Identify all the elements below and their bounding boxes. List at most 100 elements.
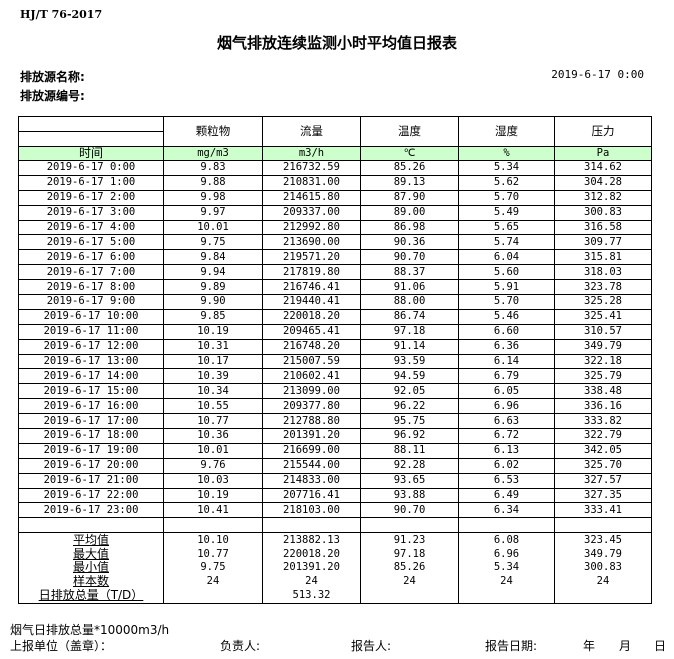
cell: 2019-6-17 2:00 <box>18 189 164 206</box>
cell: 9.97 <box>163 204 263 221</box>
cell: 2019-6-17 7:00 <box>18 264 164 281</box>
cell <box>163 517 263 534</box>
cell: 6.96 <box>458 547 555 562</box>
cell: 349.79 <box>554 338 652 355</box>
year-label: 年 <box>583 639 596 653</box>
cell: 24 <box>360 574 459 589</box>
column-header: 压力 <box>554 116 652 147</box>
units-row: 时间 mg/m3 m3/h ℃% Pa <box>18 146 652 161</box>
cell: 2019-6-17 0:00 <box>18 160 164 176</box>
cell: 210831.00 <box>262 174 361 191</box>
cell: 92.28 <box>360 457 459 474</box>
cell: 207716.41 <box>262 487 361 504</box>
table-row: 2019-6-17 0:00 9.83 216732.59 85.26 5.34 314.… <box>18 160 652 176</box>
cell: 215007.59 <box>262 353 361 370</box>
cell: 338.48 <box>554 383 652 400</box>
cell: 2019-6-17 11:00 <box>18 323 164 340</box>
cell: 219440.41 <box>262 294 361 310</box>
cell: 2019-6-17 10:00 <box>18 308 164 325</box>
unit-cell: ℃ <box>360 146 459 161</box>
cell: 318.03 <box>554 264 652 281</box>
cell: 214833.00 <box>262 472 361 489</box>
table-row: 2019-6-17 21:00 10.03 214833.00 93.65 6.53 32… <box>18 472 652 489</box>
source-name-label: 排放源名称: <box>20 70 85 84</box>
cell: 342.05 <box>554 442 652 459</box>
cell: 6.14 <box>458 353 555 370</box>
cell: 10.01 <box>163 219 263 236</box>
cell: 2019-6-17 18:00 <box>18 428 164 444</box>
cell <box>360 588 459 604</box>
cell: 6.79 <box>458 368 555 385</box>
cell: 209465.41 <box>262 323 361 340</box>
header-row: 颗粒物 流量 温度 湿度 压力 <box>18 116 652 147</box>
unit-cell: Pa <box>554 146 652 161</box>
cell: 97.18 <box>360 547 459 562</box>
report-date-label: 报告日期: <box>485 639 538 653</box>
cell: 6.53 <box>458 472 555 489</box>
table-row: 2019-6-17 10:00 9.85 220018.20 86.74 5.46 325… <box>18 308 652 325</box>
cell: 10.10 <box>163 532 263 548</box>
cell: 322.79 <box>554 428 652 444</box>
cell: 9.85 <box>163 308 263 325</box>
day-label: 日 <box>654 639 667 653</box>
cell <box>262 517 361 534</box>
cell: 216748.20 <box>262 338 361 355</box>
cell: 85.26 <box>360 561 459 575</box>
table-row: 2019-6-17 17:00 10.77 212788.80 95.75 6.63 33… <box>18 413 652 430</box>
cell: 2019-6-17 6:00 <box>18 249 164 266</box>
cell: 89.00 <box>360 204 459 221</box>
cell: 323.45 <box>554 532 652 548</box>
cell: 209337.00 <box>262 204 361 221</box>
table-row: 2019-6-17 9:00 9.90 219440.41 88.00 5.70 325.… <box>18 294 652 310</box>
table-row: 2019-6-17 1:00 9.88 210831.00 89.13 5.62 304.… <box>18 174 652 191</box>
table-row: 2019-6-17 5:00 9.75 213690.00 90.36 5.74 309.… <box>18 234 652 251</box>
cell: 24 <box>554 574 652 589</box>
cell: 314.62 <box>554 160 652 176</box>
cell: 201391.20 <box>262 561 361 575</box>
cell: 322.18 <box>554 353 652 370</box>
cell: 85.26 <box>360 160 459 176</box>
cell: 6.49 <box>458 487 555 504</box>
cell: 5.65 <box>458 219 555 236</box>
cell: 214615.80 <box>262 189 361 206</box>
cell: 2019-6-17 4:00 <box>18 219 164 236</box>
blank-row <box>18 517 652 534</box>
cell <box>18 517 164 534</box>
cell <box>554 517 652 534</box>
cell: 6.02 <box>458 457 555 474</box>
cell: 2019-6-17 21:00 <box>18 472 164 489</box>
cell: 6.08 <box>458 532 555 548</box>
cell: 86.74 <box>360 308 459 325</box>
cell: 6.72 <box>458 428 555 444</box>
cell: 333.41 <box>554 502 652 519</box>
cell: 95.75 <box>360 413 459 430</box>
cell: 201391.20 <box>262 428 361 444</box>
table-row: 2019-6-17 12:00 10.31 216748.20 91.14 6.36 34… <box>18 338 652 355</box>
summary-row: 最大值 10.77 220018.20 97.18 6.96 349.79 <box>18 547 652 562</box>
cell: 6.96 <box>458 398 555 415</box>
cell: 333.82 <box>554 413 652 430</box>
cell: 217819.80 <box>262 264 361 281</box>
report-table: 颗粒物 流量 温度 湿度 压力 时间 mg/m3 m3/h ℃% Pa 2019-6-17 0:00… <box>18 116 652 604</box>
table-row: 2019-6-17 8:00 9.89 216746.41 91.06 5.91 323.… <box>18 279 652 296</box>
cell: 325.41 <box>554 308 652 325</box>
cell: 5.34 <box>458 561 555 575</box>
cell: 210602.41 <box>262 368 361 385</box>
cell <box>458 588 555 604</box>
cell: 10.41 <box>163 502 263 519</box>
cell: 213099.00 <box>262 383 361 400</box>
reporting-unit-label: 上报单位（盖章）： <box>10 639 113 653</box>
cell: 5.74 <box>458 234 555 251</box>
cell: 2019-6-17 16:00 <box>18 398 164 415</box>
cell: 9.90 <box>163 294 263 310</box>
cell: 212992.80 <box>262 219 361 236</box>
cell: 2019-6-17 19:00 <box>18 442 164 459</box>
cell: 90.70 <box>360 249 459 266</box>
cell: 6.05 <box>458 383 555 400</box>
cell: 312.82 <box>554 189 652 206</box>
cell: 5.91 <box>458 279 555 296</box>
table-row: 2019-6-17 20:00 9.76 215544.00 92.28 6.02 325… <box>18 457 652 474</box>
cell: 304.28 <box>554 174 652 191</box>
cell: 6.60 <box>458 323 555 340</box>
table-row: 2019-6-17 15:00 10.34 213099.00 92.05 6.05 33… <box>18 383 652 400</box>
